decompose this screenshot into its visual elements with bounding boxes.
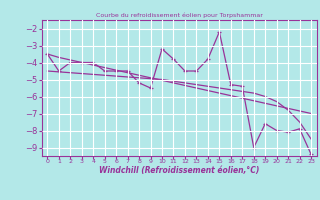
Title: Courbe du refroidissement éolien pour Torpshammar: Courbe du refroidissement éolien pour To… — [96, 13, 263, 18]
X-axis label: Windchill (Refroidissement éolien,°C): Windchill (Refroidissement éolien,°C) — [99, 166, 260, 175]
